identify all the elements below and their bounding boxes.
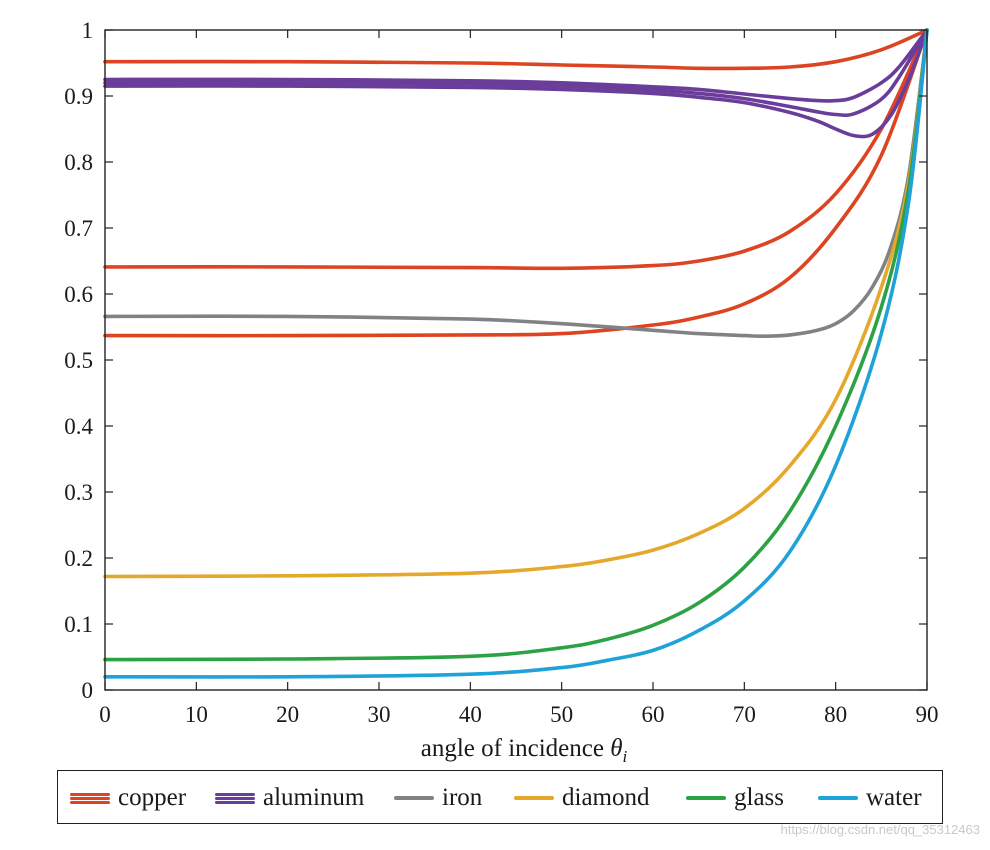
- legend-label: iron: [442, 784, 483, 811]
- x-tick-label: 20: [276, 702, 299, 727]
- y-tick-label: 0.8: [64, 150, 93, 175]
- legend-swatch: [686, 790, 726, 806]
- y-tick-label: 0.1: [64, 612, 93, 637]
- series-line-copper: [103, 28, 929, 271]
- legend-label: aluminum: [263, 784, 365, 811]
- legend-item-aluminum: aluminum: [215, 771, 364, 825]
- legend-item-diamond: diamond: [514, 771, 650, 825]
- legend-item-copper: copper: [70, 771, 186, 825]
- legend-swatch: [818, 790, 858, 806]
- y-tick-label: 0: [82, 678, 94, 703]
- x-axis-label-text: angle of incidence: [421, 735, 604, 762]
- legend-swatch: [70, 790, 110, 806]
- watermark: https://blog.csdn.net/qq_35312463: [780, 822, 981, 837]
- legend-label: diamond: [562, 784, 650, 811]
- x-tick-label: 30: [368, 702, 391, 727]
- series-line-copper: [103, 28, 929, 338]
- x-tick-label: 70: [733, 702, 756, 727]
- legend: copper aluminum iron diamond glass water: [57, 770, 943, 824]
- series-line-aluminum: [103, 28, 929, 139]
- legend-swatch: [514, 790, 554, 806]
- fresnel-reflectance-chart: 0 10 20 30 40 50 60 70 80 90 0 0.1 0.2 0.3 0.4 0.5 0.6 0.…: [64, 18, 938, 766]
- x-tick-label: 90: [916, 702, 939, 727]
- y-tick-label: 0.5: [64, 348, 93, 373]
- legend-swatch: [215, 790, 255, 806]
- x-tick-label: 10: [185, 702, 208, 727]
- legend-item-water: water: [818, 771, 922, 825]
- legend-label: copper: [118, 784, 187, 811]
- legend-swatch: [394, 790, 434, 806]
- y-tick-label: 0.2: [64, 546, 93, 571]
- y-tick-label: 0.9: [64, 84, 93, 109]
- plot-frame: [104, 29, 928, 691]
- series-line-diamond: [103, 28, 929, 579]
- legend-label: glass: [734, 784, 784, 811]
- legend-item-iron: iron: [394, 771, 482, 825]
- y-tick-label: 0.7: [64, 216, 93, 241]
- legend-item-glass: glass: [686, 771, 784, 825]
- y-tick-label: 0.6: [64, 282, 93, 307]
- x-axis-label: angle of incidence θi: [421, 735, 628, 766]
- curve-layer: [103, 28, 929, 679]
- series-line-aluminum: [103, 28, 929, 118]
- x-tick-label: 50: [550, 702, 573, 727]
- x-tick-label: 40: [459, 702, 482, 727]
- x-tick-label: 0: [99, 702, 111, 727]
- series-line-glass: [103, 28, 929, 662]
- x-axis-subscript: i: [623, 747, 628, 766]
- legend-label: water: [866, 784, 922, 811]
- x-tick-label: 60: [642, 702, 665, 727]
- series-line-iron: [103, 28, 929, 339]
- y-tick-label: 0.3: [64, 480, 93, 505]
- x-axis-theta: θ: [610, 735, 622, 762]
- y-tick-label: 1: [82, 18, 94, 43]
- series-line-water: [103, 28, 929, 679]
- series-line-aluminum: [103, 28, 929, 103]
- axis-ticks: 0 10 20 30 40 50 60 70 80 90 0 0.1 0.2 0.3 0.4 0.5 0.6 0.…: [64, 18, 938, 727]
- y-tick-label: 0.4: [64, 414, 93, 439]
- x-tick-label: 80: [824, 702, 847, 727]
- series-line-copper: [103, 28, 929, 71]
